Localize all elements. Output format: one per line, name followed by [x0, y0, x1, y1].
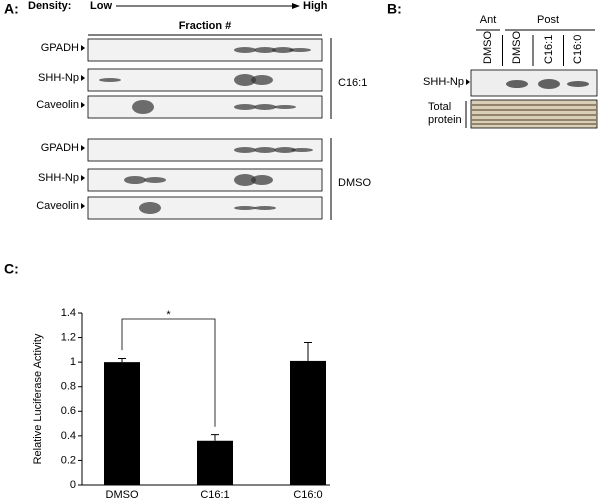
- row-pointer: [81, 145, 85, 151]
- y-tick-label: 1.2: [61, 331, 76, 343]
- band: [251, 175, 273, 185]
- y-tick-label: 1.4: [61, 307, 76, 319]
- band: [144, 177, 166, 183]
- density-label: Density:: [28, 0, 71, 12]
- row-pointer: [81, 203, 85, 209]
- band: [254, 104, 276, 110]
- blot: [87, 68, 323, 92]
- band: [506, 80, 528, 88]
- y-tick-label: 0.4: [61, 430, 76, 442]
- band: [139, 202, 161, 214]
- row-label: Caveolin: [36, 99, 79, 111]
- band: [254, 206, 276, 210]
- band: [234, 147, 256, 153]
- row-label: SHH-Np: [38, 172, 79, 184]
- row-pointer: [81, 102, 85, 108]
- row-pointer: [466, 79, 470, 85]
- panel-label: B:: [387, 1, 402, 17]
- band: [289, 48, 311, 52]
- band: [274, 105, 296, 109]
- band: [234, 206, 256, 210]
- band: [234, 104, 256, 110]
- y-tick-label: 0.2: [61, 454, 76, 466]
- error-bar: [211, 434, 219, 441]
- error-bar: [118, 357, 126, 363]
- x-tick-label: C16:0: [293, 489, 322, 501]
- bar: [290, 360, 326, 485]
- error-bar: [304, 341, 312, 361]
- lane-label: DMSO: [482, 31, 494, 64]
- lane-label: C16:1: [543, 35, 555, 64]
- row-pointer: [81, 75, 85, 81]
- band: [538, 79, 560, 89]
- band: [254, 47, 276, 53]
- group-label: Post: [537, 14, 559, 26]
- band: [234, 174, 256, 186]
- band: [124, 176, 146, 184]
- row-label: SHH-Np: [423, 76, 464, 88]
- row-pointer: [81, 175, 85, 181]
- blot: [87, 38, 323, 62]
- bar: [197, 440, 233, 485]
- group-label: C16:1: [338, 77, 367, 89]
- x-tick-label: DMSO: [106, 489, 139, 501]
- row-label: Caveolin: [36, 200, 79, 212]
- x-tick-label: C16:1: [200, 489, 229, 501]
- group-label: Ant: [480, 14, 497, 26]
- band: [274, 147, 296, 153]
- blot: [87, 168, 323, 192]
- panel-label: C:: [4, 261, 19, 277]
- band: [254, 147, 276, 153]
- y-tick-label: 0.6: [61, 405, 76, 417]
- significance-bracket: [121, 318, 216, 427]
- panel-label: A:: [4, 1, 19, 17]
- bar: [104, 362, 140, 485]
- lane-label: DMSO: [511, 31, 523, 64]
- band: [251, 75, 273, 85]
- row-pointer: [81, 45, 85, 51]
- band: [234, 74, 256, 86]
- row-label: SHH-Np: [38, 72, 79, 84]
- row-label: Total protein: [428, 101, 462, 126]
- arrow-head: [292, 3, 300, 9]
- blot: [87, 138, 323, 162]
- y-axis-label: Relative Luciferase Activity: [32, 333, 44, 464]
- band: [272, 47, 294, 53]
- low-label: Low: [90, 0, 112, 12]
- significance-label: *: [166, 309, 171, 321]
- y-tick-label: 0: [70, 479, 76, 491]
- high-label: High: [303, 0, 328, 12]
- row-label: GPADH: [41, 142, 79, 154]
- band: [567, 81, 589, 87]
- y-tick-label: 1: [70, 356, 76, 368]
- row-label: GPADH: [41, 42, 79, 54]
- blot: [87, 196, 323, 220]
- band: [99, 78, 121, 82]
- fraction-label: Fraction #: [179, 20, 232, 32]
- band: [234, 47, 256, 53]
- y-tick-label: 0.8: [61, 381, 76, 393]
- group-label: DMSO: [338, 177, 371, 189]
- lane-label: C16:0: [572, 35, 584, 64]
- band: [291, 148, 313, 152]
- band: [132, 100, 154, 114]
